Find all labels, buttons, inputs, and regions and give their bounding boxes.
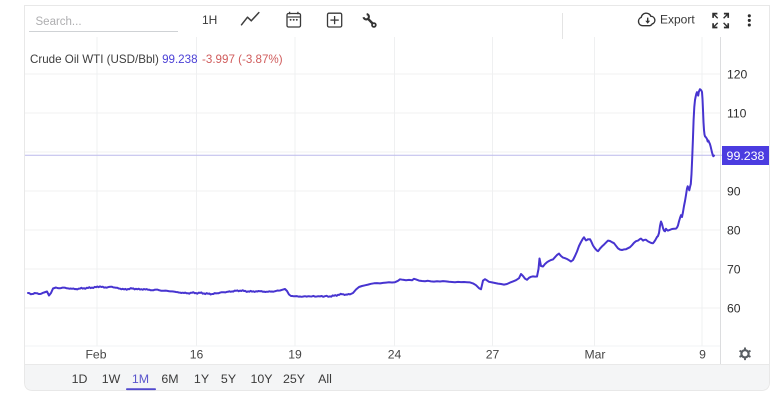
svg-text:10Y: 10Y xyxy=(250,372,272,386)
svg-text:Feb: Feb xyxy=(85,347,106,361)
svg-text:1H: 1H xyxy=(202,13,217,27)
svg-text:All: All xyxy=(318,372,332,386)
svg-text:25Y: 25Y xyxy=(283,372,305,386)
svg-text:90: 90 xyxy=(727,184,741,198)
svg-text:6M: 6M xyxy=(161,372,178,386)
svg-text:99.238: 99.238 xyxy=(727,149,765,163)
svg-text:Export: Export xyxy=(660,12,695,26)
svg-text:110: 110 xyxy=(727,106,747,120)
svg-text:1W: 1W xyxy=(102,372,121,386)
svg-text:1D: 1D xyxy=(72,372,88,386)
svg-text:24: 24 xyxy=(388,347,402,361)
svg-text:1Y: 1Y xyxy=(194,372,209,386)
svg-text:Search...: Search... xyxy=(36,16,82,28)
svg-text:19: 19 xyxy=(288,347,302,361)
svg-text:9: 9 xyxy=(699,347,706,361)
svg-text:1M: 1M xyxy=(132,372,149,386)
svg-text:Mar: Mar xyxy=(585,347,606,361)
svg-text:120: 120 xyxy=(727,67,748,81)
svg-text:Crude Oil WTI (USD/Bbl) 99.238: Crude Oil WTI (USD/Bbl) 99.238 -3.997 (-3… xyxy=(30,53,283,66)
svg-text:70: 70 xyxy=(727,262,741,276)
svg-text:27: 27 xyxy=(486,347,500,361)
svg-text:80: 80 xyxy=(727,223,741,237)
svg-text:60: 60 xyxy=(727,301,741,315)
svg-text:5Y: 5Y xyxy=(221,372,236,386)
svg-text:16: 16 xyxy=(190,347,204,361)
